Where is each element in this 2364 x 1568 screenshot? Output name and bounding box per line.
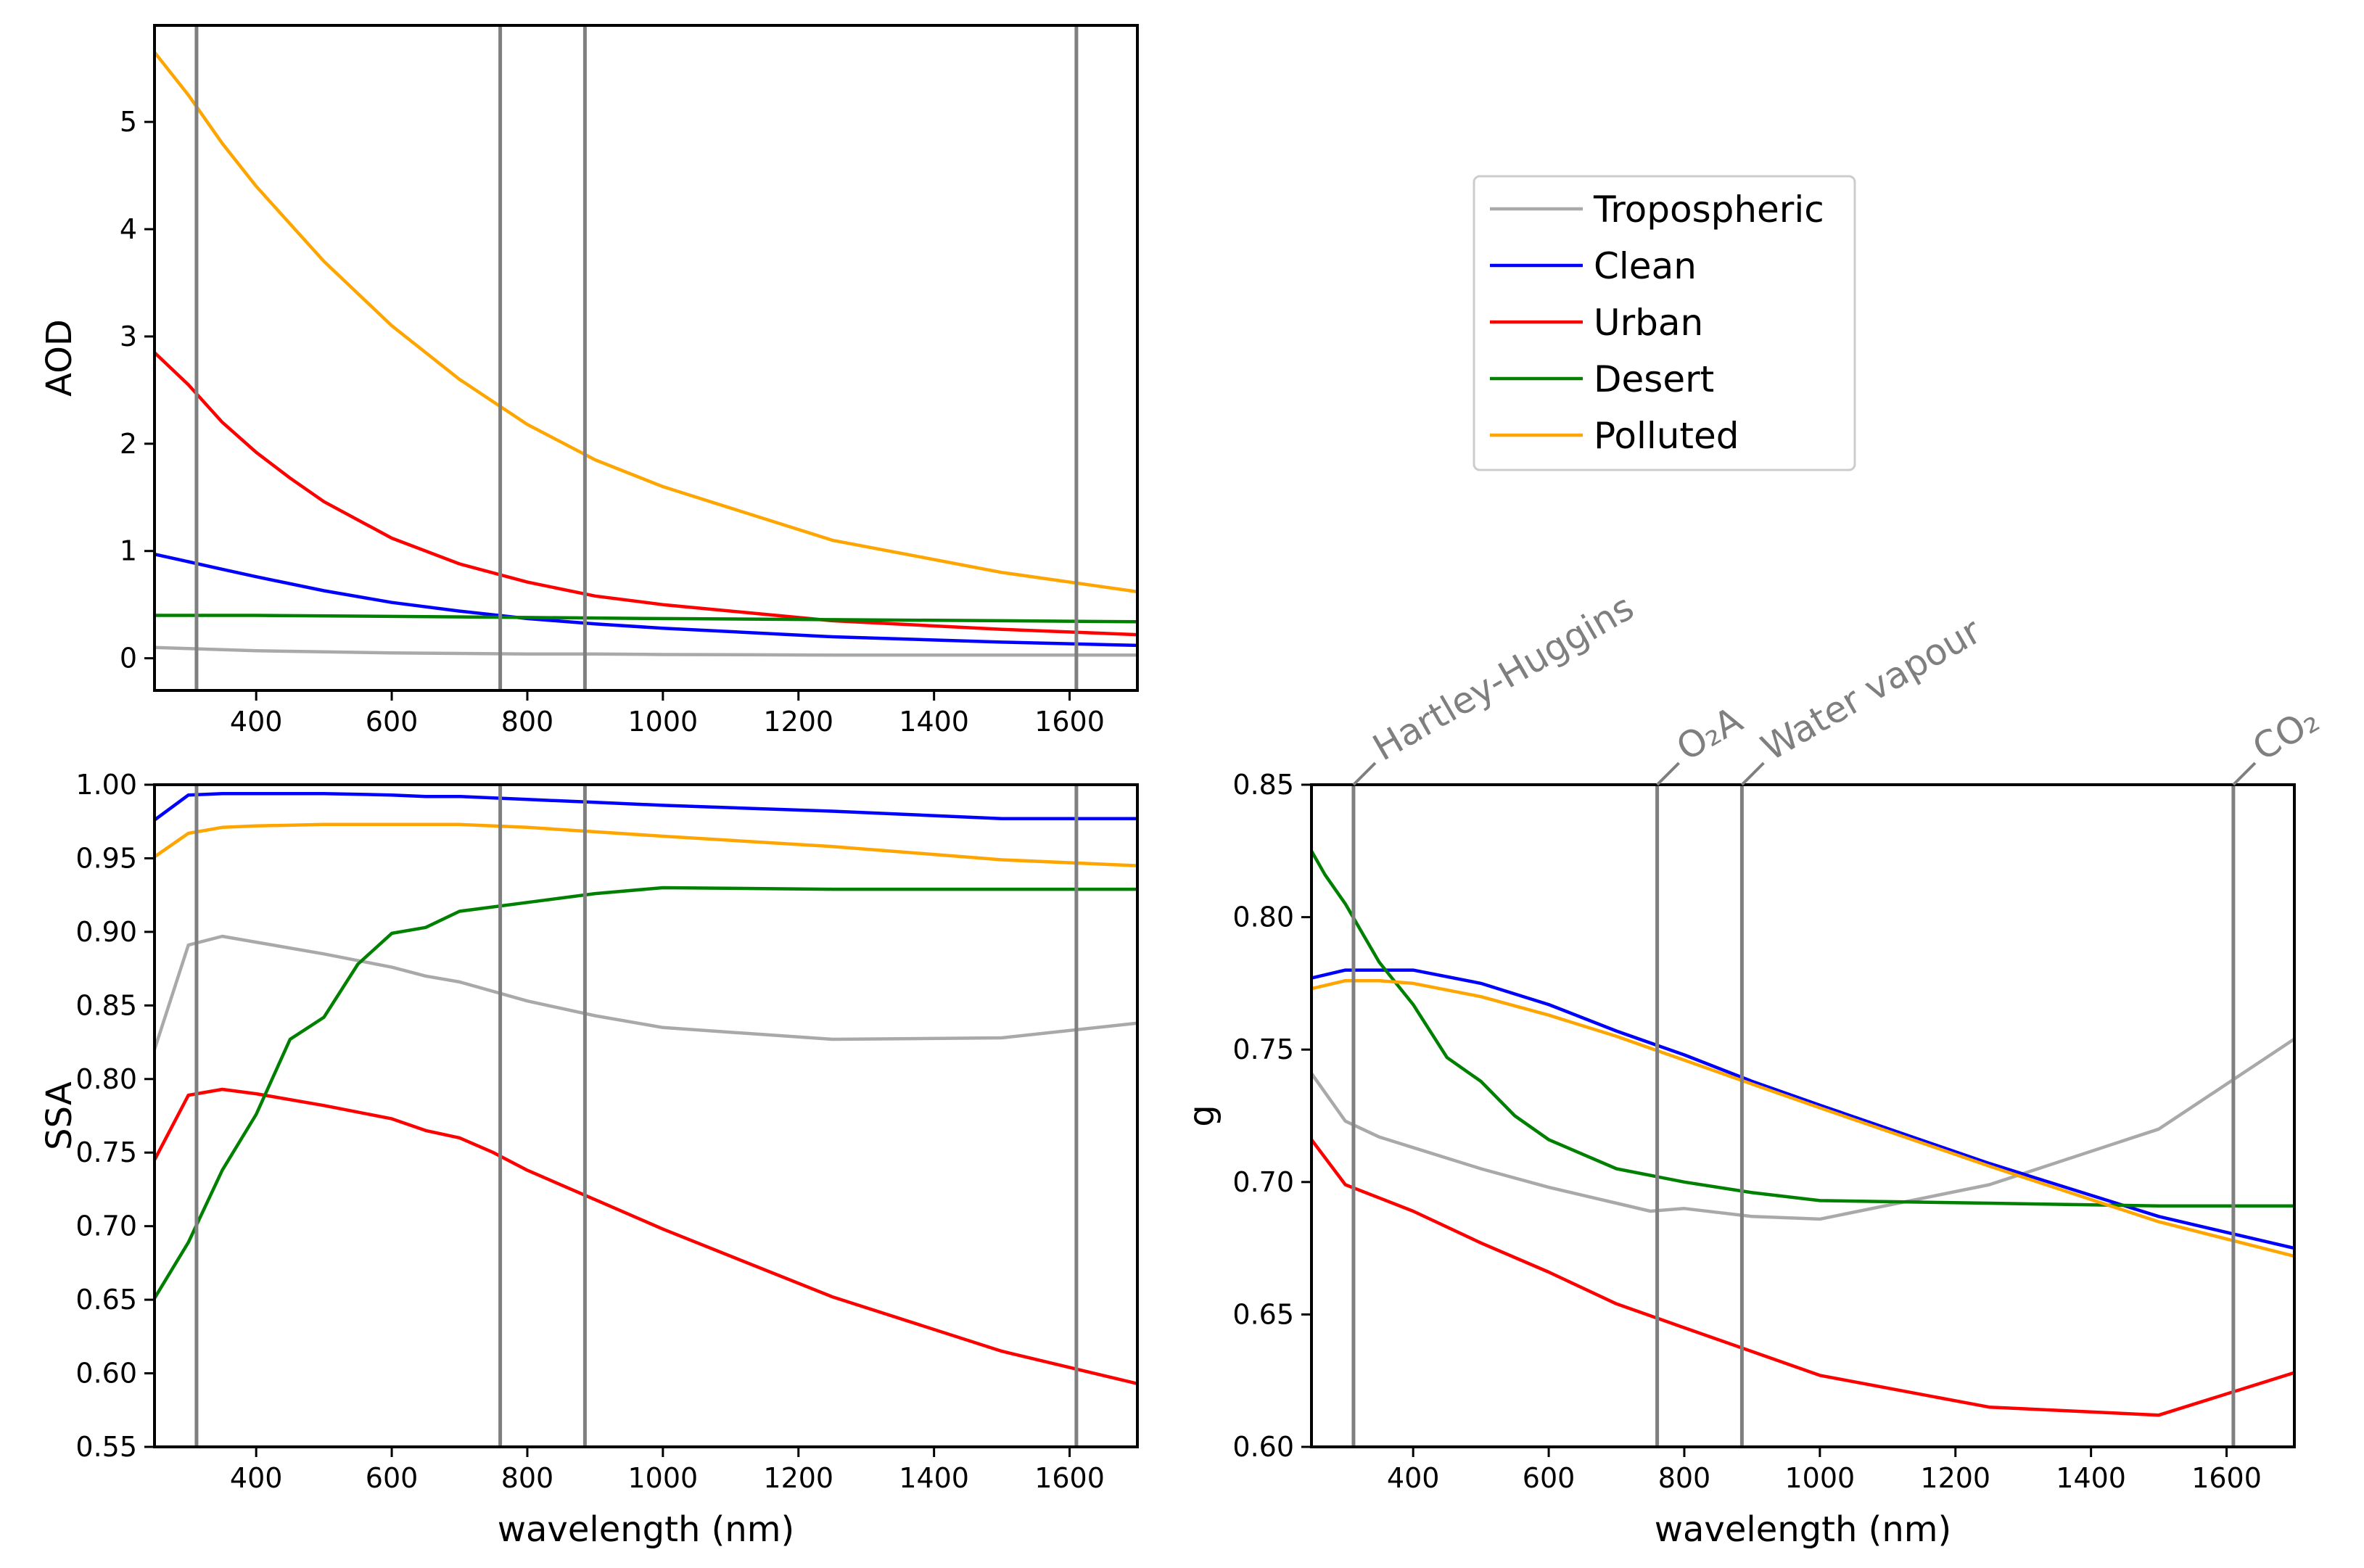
y-tick-label: 2 [120, 428, 137, 460]
y-tick-label: 0.95 [75, 842, 137, 874]
y-tick-label: 0 [120, 643, 137, 674]
legend-frame [1473, 175, 1856, 471]
band-label: O₂A [1670, 698, 1750, 769]
y-tick-label: 3 [120, 321, 137, 352]
band-label: Hartley-Huggins [1366, 586, 1641, 769]
legend-label-clean: Clean [1594, 245, 1697, 287]
series-line-desert [1311, 849, 2294, 1208]
y-tick-label: 0.65 [1232, 1298, 1294, 1330]
x-tick-label: 400 [1387, 1462, 1440, 1494]
y-tick-label: 0.70 [75, 1210, 137, 1242]
series-line-clean [1311, 968, 2294, 1250]
x-tick-label: 1600 [2191, 1462, 2262, 1494]
axes-frame [153, 24, 1139, 692]
series-line-desert [155, 614, 1137, 624]
series-line-tropospheric [1311, 1037, 2294, 1221]
x-tick-label: 1400 [2056, 1462, 2126, 1494]
x-tick-label: 400 [230, 706, 283, 738]
y-tick-label: 0.65 [75, 1284, 137, 1316]
absorption-band-lines [194, 785, 1079, 1447]
y-tick-label: 0.75 [75, 1136, 137, 1168]
x-axis-label: wavelength (nm) [498, 1509, 795, 1550]
x-tick-label: 1600 [1034, 706, 1105, 738]
y-axis-label: AOD [39, 319, 80, 397]
y-tick-label: 1.00 [75, 769, 137, 801]
y-tick-label: 0.55 [75, 1431, 137, 1463]
series-line-urban [155, 350, 1137, 637]
y-tick-label: 0.60 [75, 1358, 137, 1390]
series-line-clean [155, 791, 1137, 822]
legend-label-desert: Desert [1594, 358, 1714, 400]
x-tick-label: 1000 [1785, 1462, 1856, 1494]
y-tick-label: 0.60 [1232, 1431, 1294, 1463]
series-lines [155, 50, 1137, 657]
absorption-band-lines [194, 25, 1079, 690]
absorption-band-lines [1351, 785, 2236, 1447]
x-tick-label: 1000 [628, 1462, 699, 1494]
series-line-desert [155, 886, 1137, 1300]
series-line-polluted [1311, 978, 2294, 1258]
y-tick-label: 4 [120, 213, 137, 245]
ssa-panel: 400 600 800 1000 1200 1400 1600 0.55 0.60 0.65 0.7… [39, 769, 1139, 1550]
band-label-leader [2232, 762, 2257, 786]
y-tick-label: 0.80 [75, 1063, 137, 1095]
x-tick-label: 600 [366, 1462, 419, 1494]
legend-label-tropospheric: Tropospheric [1593, 189, 1824, 231]
legend-label-polluted: Polluted [1594, 415, 1739, 457]
y-tick-label: 0.90 [75, 916, 137, 948]
x-tick-label: 800 [1658, 1462, 1711, 1494]
x-tick-label: 1200 [763, 1462, 833, 1494]
series-lines [155, 791, 1137, 1386]
series-line-urban [155, 1087, 1137, 1386]
y-tick-label: 0.70 [1232, 1166, 1294, 1198]
x-tick-label: 800 [501, 706, 554, 738]
y-tick-label: 0.85 [1232, 769, 1294, 801]
x-tick-label: 1000 [628, 706, 699, 738]
legend: Tropospheric Clean Urban Desert Polluted [1473, 175, 1856, 471]
x-axis-label: wavelength (nm) [1655, 1509, 1952, 1550]
y-axis-label: SSA [39, 1081, 80, 1150]
x-tick-label: 1400 [899, 1462, 969, 1494]
x-tick-label: 1600 [1034, 1462, 1105, 1494]
series-line-urban [1311, 1138, 2294, 1417]
band-label: CO₂ [2246, 698, 2326, 769]
y-tick-label: 0.85 [75, 989, 137, 1021]
series-line-tropospheric [155, 934, 1137, 1052]
x-tick-label: 1200 [1920, 1462, 1990, 1494]
y-tick-label: 1 [120, 535, 137, 567]
y-tick-label: 0.80 [1232, 901, 1294, 933]
x-tick-label: 600 [366, 706, 419, 738]
x-tick-label: 600 [1523, 1462, 1576, 1494]
x-tick-label: 400 [230, 1462, 283, 1494]
series-line-tropospheric [155, 645, 1137, 657]
band-label: Water vapour [1754, 610, 1988, 769]
absorption-band-labels: Hartley-Huggins O₂A Water vapour CO₂ [1352, 586, 2326, 786]
band-label-leader [1352, 762, 1377, 786]
legend-label-urban: Urban [1594, 302, 1703, 344]
series-line-clean [155, 552, 1137, 648]
y-tick-label: 0.75 [1232, 1033, 1294, 1065]
x-tick-label: 800 [501, 1462, 554, 1494]
series-lines [1311, 849, 2294, 1417]
band-label-leader [1656, 762, 1681, 786]
x-tick-label: 1200 [763, 706, 833, 738]
y-axis-label: g [1182, 1105, 1222, 1126]
g-panel: 400 600 800 1000 1200 1400 1600 0.60 0.65 0.70 0.7… [1182, 769, 2296, 1550]
axes-frame [1310, 783, 2296, 1448]
y-tick-label: 5 [120, 106, 137, 138]
series-line-polluted [155, 50, 1137, 594]
axes-frame [153, 783, 1139, 1448]
band-label-leader [1740, 762, 1765, 786]
aod-panel: 400 600 800 1000 1200 1400 1600 0 1 2 3 4 5 AOD [39, 24, 1139, 738]
x-tick-label: 1400 [899, 706, 969, 738]
series-line-polluted [155, 822, 1137, 867]
